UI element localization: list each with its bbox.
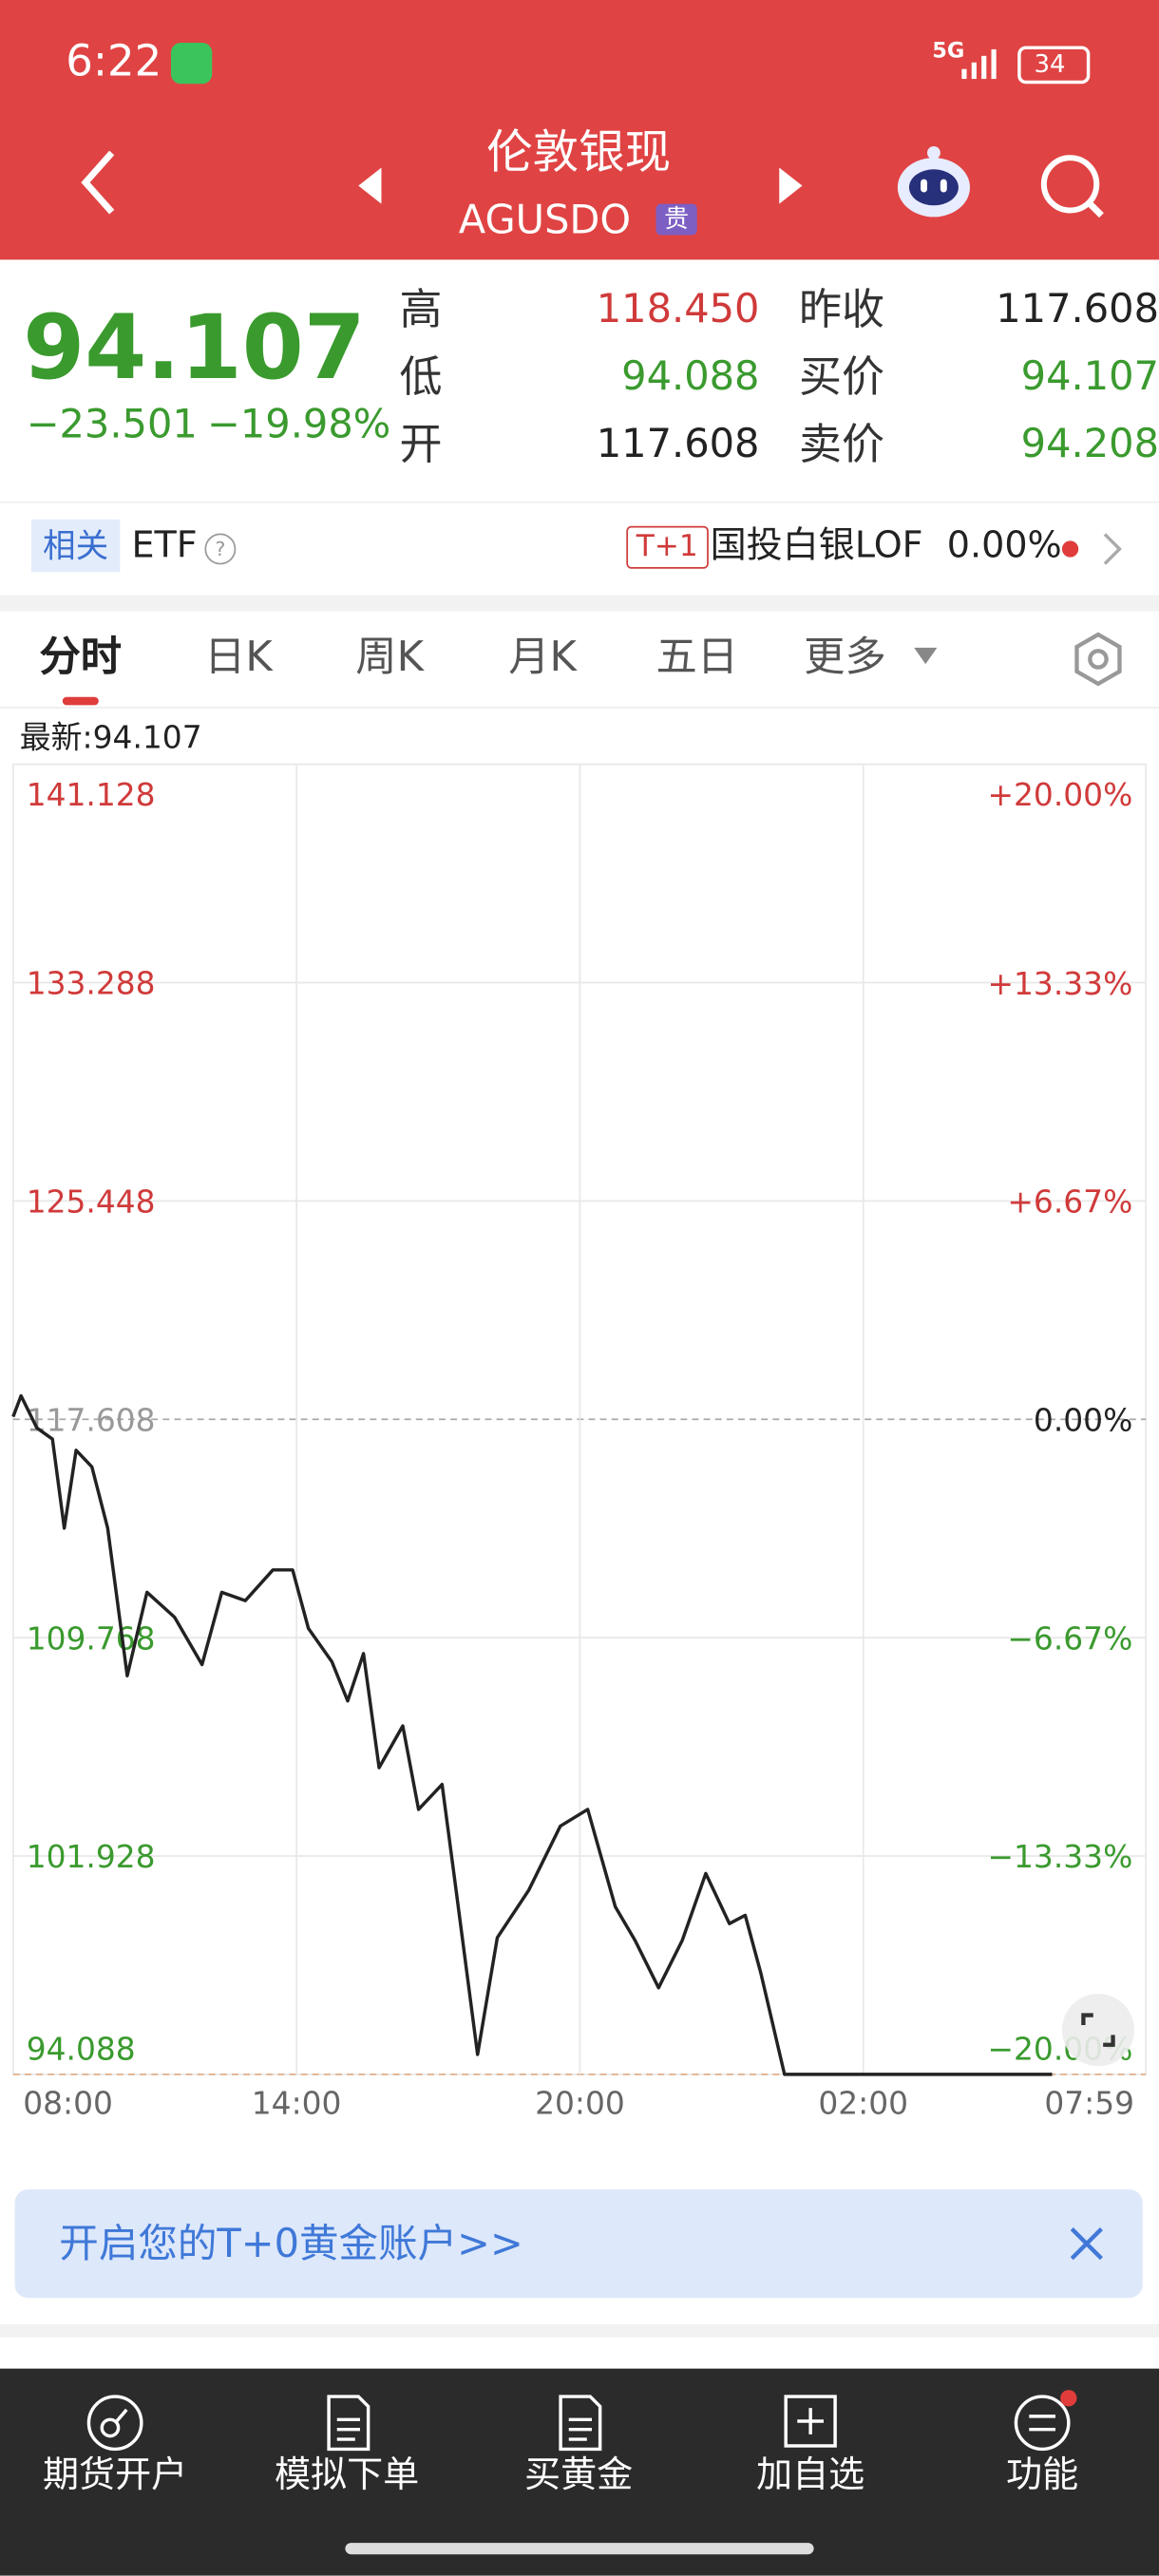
stat-value: 118.450: [596, 286, 760, 332]
battery-level: 34: [1034, 48, 1066, 80]
y2-tick-label: −6.67%: [1007, 1619, 1132, 1657]
robot-icon[interactable]: [893, 144, 976, 223]
x-tick-label: 08:00: [23, 2084, 113, 2121]
home-indicator: [345, 2543, 814, 2555]
tab[interactable]: 更多: [804, 633, 886, 681]
bottom-nav: [0, 2368, 1159, 2576]
stat-label: 昨收: [799, 286, 885, 336]
y2-tick-label: +6.67%: [1007, 1183, 1132, 1220]
stat-label: 高: [399, 286, 443, 336]
change: −23.501: [26, 401, 198, 447]
title: 伦敦银现: [486, 124, 672, 180]
y2-tick-label: 0.00%: [1034, 1401, 1132, 1438]
nav-label[interactable]: 加自选: [756, 2455, 865, 2497]
spacer: [0, 2323, 1159, 2338]
nav-label[interactable]: 买黄金: [524, 2455, 634, 2497]
x-tick-label: 14:00: [252, 2084, 342, 2121]
signal-icon: [961, 48, 997, 80]
t-badge: T+1: [626, 525, 709, 569]
change-pct: −19.98%: [207, 401, 391, 447]
stat-value: 94.088: [621, 353, 760, 400]
chart: 94.088101.928109.768117.608125.448133.28…: [11, 763, 1148, 2121]
battery: [1017, 46, 1091, 85]
latest-price: 最新:94.107: [19, 719, 202, 757]
related-tag: 相关: [30, 519, 121, 573]
tab-indicator: [62, 696, 99, 706]
dropdown-icon: [914, 647, 938, 665]
stat-value: 117.608: [596, 421, 760, 467]
help-icon[interactable]: ?: [202, 531, 238, 567]
nav-icon[interactable]: [315, 2390, 381, 2455]
stat-label: 卖价: [799, 421, 885, 470]
back-button[interactable]: [66, 140, 131, 222]
x-tick-label: 20:00: [535, 2084, 625, 2121]
stat-value: 94.208: [1020, 421, 1159, 467]
nav-label[interactable]: 期货开户: [42, 2455, 188, 2497]
svg-text:?: ?: [215, 538, 225, 560]
divider: [0, 501, 1159, 503]
x-tick-label: 07:59: [1044, 2084, 1134, 2121]
nav-icon[interactable]: [84, 2390, 149, 2455]
network: 5G: [932, 39, 965, 65]
clock: 6:22: [66, 37, 162, 87]
y-tick-label: 101.928: [27, 1838, 156, 1875]
y-tick-label: 94.088: [27, 2030, 136, 2067]
spacer: [0, 595, 1159, 612]
badge: 贵: [656, 203, 697, 236]
divider: [0, 707, 1159, 709]
zoom-button[interactable]: [1060, 1992, 1136, 2068]
nav-icon[interactable]: [1011, 2390, 1077, 2455]
search-button[interactable]: [1036, 149, 1112, 225]
fund-name[interactable]: 国投白银LOF: [710, 525, 923, 568]
x-tick-label: 02:00: [818, 2084, 908, 2121]
nav-icon[interactable]: [547, 2390, 613, 2455]
y-tick-label: 141.128: [27, 776, 156, 813]
settings-button[interactable]: [1069, 630, 1128, 689]
stat-label: 低: [399, 353, 443, 403]
stat-value: 94.107: [1020, 353, 1159, 400]
banner[interactable]: [14, 2189, 1143, 2299]
y-tick-label: 133.288: [27, 965, 156, 1002]
fund-change: 0.00%: [946, 525, 1062, 568]
nav-label[interactable]: 模拟下单: [274, 2455, 420, 2497]
nav-icon[interactable]: [779, 2390, 845, 2455]
y2-tick-label: +13.33%: [987, 965, 1132, 1002]
tab[interactable]: 五日: [656, 633, 738, 681]
y-tick-label: 125.448: [27, 1184, 156, 1221]
stat-label: 开: [399, 421, 443, 470]
price-line: [11, 1393, 1053, 2076]
nav-label[interactable]: 功能: [1006, 2455, 1079, 2497]
tab[interactable]: 分时: [39, 633, 123, 681]
stat-value: 117.608: [996, 286, 1159, 332]
banner-close[interactable]: [1065, 2223, 1108, 2265]
stat-label: 买价: [799, 353, 885, 403]
banner-text[interactable]: 开启您的T+0黄金账户>>: [59, 2220, 523, 2267]
y-tick-label: 117.608: [27, 1401, 156, 1438]
y2-tick-label: +20.00%: [987, 776, 1132, 813]
fund-more[interactable]: [1058, 526, 1132, 572]
price: 94.107: [23, 295, 366, 400]
y2-tick-label: −13.33%: [987, 1838, 1132, 1875]
wechat-icon: [170, 42, 213, 85]
tab[interactable]: 周K: [355, 633, 424, 681]
tab[interactable]: 月K: [508, 633, 577, 681]
etf-label[interactable]: ETF: [131, 525, 198, 568]
tab[interactable]: 日K: [204, 633, 273, 681]
symbol-code: AGUSDO: [458, 197, 632, 244]
